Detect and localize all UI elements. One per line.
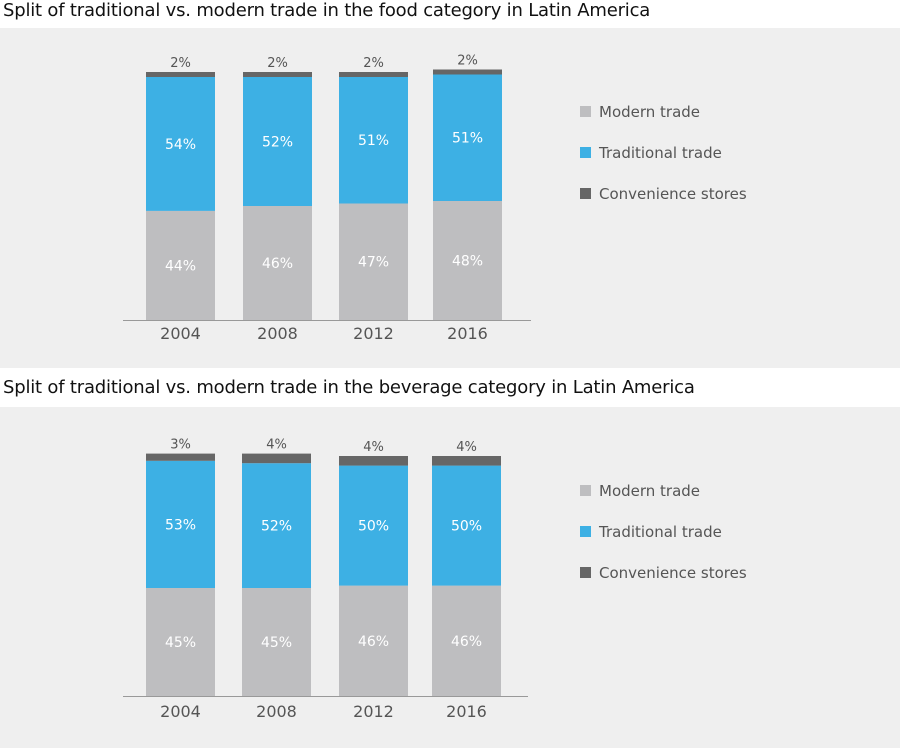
food-chart-panel: 44% 54% 2% 2004 46% 52% 2% 2008 47% 51% 2% 2012 48% 5… <box>0 28 900 368</box>
data-label-modern-2008: 45% <box>261 635 292 651</box>
legend-swatch-modern <box>580 485 591 496</box>
x-tick-label-2008: 2008 <box>256 702 297 721</box>
bar-modern-2012 <box>339 203 408 320</box>
x-tick-label-2016: 2016 <box>447 324 488 343</box>
beverage-chart-panel: 45% 53% 3% 2004 45% 52% 4% 2008 46% 50% 4% 2012 46% 5… <box>0 407 900 748</box>
bar-modern-2016 <box>432 585 501 696</box>
bar-traditional-2008 <box>243 77 312 206</box>
legend-label-traditional: Traditional trade <box>598 523 722 541</box>
x-tick-label-2008: 2008 <box>257 324 298 343</box>
bar-modern-2012 <box>339 585 408 696</box>
legend-label-modern: Modern trade <box>599 103 700 121</box>
data-label-convenience-2016: 4% <box>456 440 477 455</box>
beverage-chart-title: Split of traditional vs. modern trade in… <box>3 377 695 398</box>
data-label-convenience-2008: 4% <box>266 438 287 453</box>
data-label-traditional-2008: 52% <box>261 519 292 535</box>
data-label-convenience-2004: 2% <box>170 56 191 71</box>
bar-traditional-2004 <box>146 77 215 211</box>
data-label-modern-2012: 46% <box>358 634 389 650</box>
x-tick-label-2012: 2012 <box>353 702 394 721</box>
beverage-chart: 45% 53% 3% 2004 45% 52% 4% 2008 46% 50% 4% 2012 46% 5… <box>123 438 747 721</box>
data-label-modern-2016: 48% <box>452 254 483 270</box>
legend-swatch-convenience <box>580 188 591 199</box>
data-label-traditional-2008: 52% <box>262 134 293 150</box>
bar-modern-2008 <box>242 588 311 696</box>
bar-traditional-2016 <box>432 465 501 586</box>
data-label-traditional-2012: 50% <box>358 519 389 535</box>
bar-modern-2016 <box>433 201 502 320</box>
data-label-convenience-2012: 2% <box>363 56 384 71</box>
bar-convenience-2012 <box>339 72 408 77</box>
x-tick-label-2016: 2016 <box>446 702 487 721</box>
data-label-traditional-2004: 53% <box>165 517 196 533</box>
data-label-traditional-2012: 51% <box>358 133 389 149</box>
bar-traditional-2012 <box>339 77 408 204</box>
food-chart: 44% 54% 2% 2004 46% 52% 2% 2008 47% 51% 2% 2012 48% 5… <box>123 54 747 343</box>
x-tick-label-2004: 2004 <box>160 324 201 343</box>
legend-label-modern: Modern trade <box>599 482 700 500</box>
x-tick-label-2012: 2012 <box>353 324 394 343</box>
data-label-convenience-2016: 2% <box>457 54 478 69</box>
food-chart-title: Split of traditional vs. modern trade in… <box>3 0 651 21</box>
data-label-modern-2004: 44% <box>165 258 196 274</box>
data-label-traditional-2016: 50% <box>451 519 482 535</box>
bar-convenience-2012 <box>339 456 408 466</box>
data-label-modern-2012: 47% <box>358 255 389 271</box>
bar-convenience-2016 <box>433 69 502 75</box>
bar-traditional-2016 <box>433 74 502 201</box>
data-label-traditional-2016: 51% <box>452 131 483 147</box>
legend-label-convenience: Convenience stores <box>599 185 747 203</box>
bar-convenience-2004 <box>146 453 215 461</box>
legend-swatch-modern <box>580 106 591 117</box>
bar-convenience-2008 <box>243 72 312 77</box>
bar-modern-2004 <box>146 588 215 696</box>
data-label-convenience-2008: 2% <box>267 56 288 71</box>
data-label-modern-2004: 45% <box>165 635 196 651</box>
bar-convenience-2004 <box>146 72 215 77</box>
bar-traditional-2008 <box>242 463 311 588</box>
bar-convenience-2008 <box>242 453 311 464</box>
bar-traditional-2004 <box>146 460 215 588</box>
data-label-convenience-2012: 4% <box>363 440 384 455</box>
bar-traditional-2012 <box>339 465 408 586</box>
x-tick-label-2004: 2004 <box>160 702 201 721</box>
bar-convenience-2016 <box>432 456 501 466</box>
data-label-modern-2016: 46% <box>451 634 482 650</box>
bar-modern-2004 <box>146 210 215 320</box>
legend-label-convenience: Convenience stores <box>599 564 747 582</box>
data-label-traditional-2004: 54% <box>165 137 196 153</box>
data-label-convenience-2004: 3% <box>170 438 191 453</box>
legend-swatch-traditional <box>580 526 591 537</box>
legend-label-traditional: Traditional trade <box>598 144 722 162</box>
data-label-modern-2008: 46% <box>262 256 293 272</box>
bar-modern-2008 <box>243 205 312 320</box>
legend-swatch-traditional <box>580 147 591 158</box>
legend-swatch-convenience <box>580 567 591 578</box>
